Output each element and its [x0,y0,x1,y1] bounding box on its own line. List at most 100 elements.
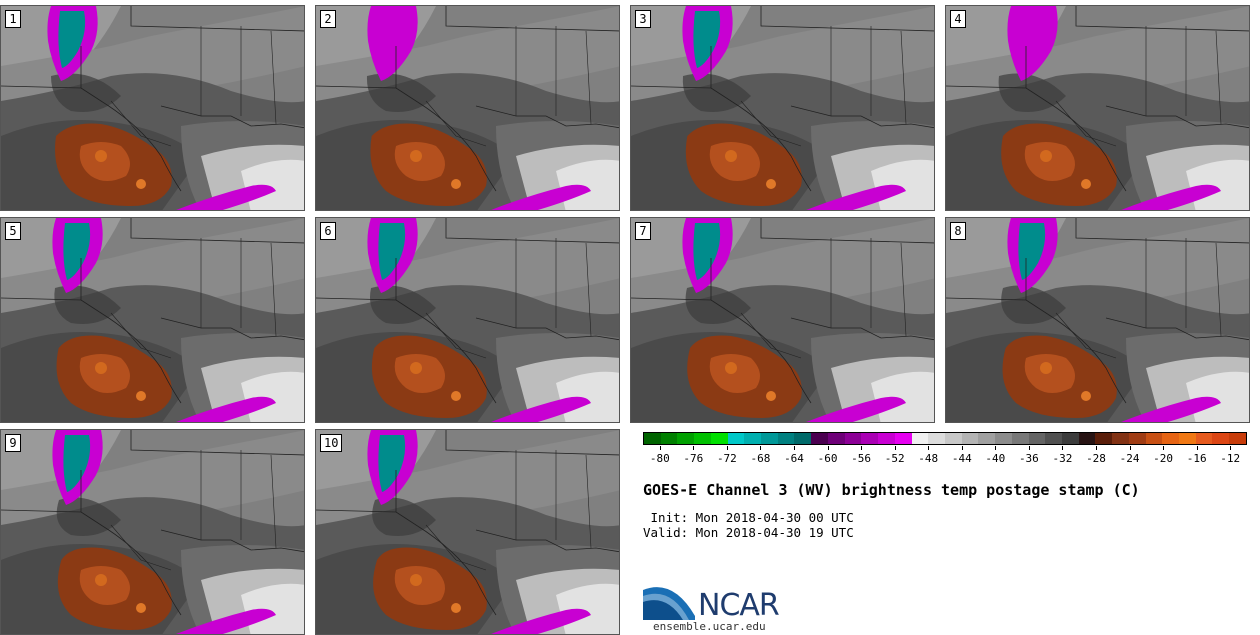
colorbar-swatch [928,433,945,444]
colorbar-swatch [878,433,895,444]
colorbar-swatch [1011,433,1029,444]
colorbar-swatch [727,433,745,444]
colorbar-swatch [894,433,912,444]
colorbar [643,432,1247,445]
panel-number: 4 [950,10,966,28]
colorbar-tick-mark [1129,446,1131,450]
colorbar-tick-label: -28 [1086,452,1106,465]
map-panel: 4 [945,5,1250,211]
colorbar-swatch [710,433,728,444]
colorbar-tick-label: -40 [985,452,1006,465]
colorbar-tick-mark [693,446,695,450]
colorbar-swatch [777,433,795,444]
panel-number: 3 [635,10,651,28]
colorbar-swatch [1028,433,1046,444]
panel-number: 8 [950,222,966,240]
colorbar-swatch [1145,433,1163,444]
colorbar-tick-label: -44 [951,452,972,465]
colorbar-swatch [660,433,678,444]
colorbar-swatch [944,433,962,444]
panel-number: 2 [320,10,336,28]
map-panel: 9 [0,429,305,635]
wv-map [946,218,1249,422]
colorbar-tick-label: -24 [1119,452,1140,465]
wv-map [316,430,619,634]
map-panel: 3 [630,5,935,211]
colorbar-swatch [1179,433,1196,444]
map-panel: 1 [0,5,305,211]
colorbar-swatch [761,433,778,444]
panel-number: 7 [635,222,651,240]
panel-number: 9 [5,434,21,452]
colorbar-swatch [1162,433,1179,444]
colorbar-tick-mark [1096,446,1097,450]
colorbar-swatch [995,433,1012,444]
colorbar-tick-mark [961,446,963,450]
colorbar-tick-label: -12 [1220,452,1241,465]
colorbar-tick-label: -16 [1186,452,1207,465]
colorbar-swatch [844,433,862,444]
colorbar-swatch [1195,433,1213,444]
panel-number: 5 [5,222,21,240]
colorbar-tick-mark [794,446,795,450]
colorbar-swatch [1078,433,1096,444]
colorbar-tick-mark [1196,446,1198,450]
colorbar-swatch [1045,433,1062,444]
colorbar-tick-label: -48 [918,452,939,465]
map-panel: 6 [315,217,620,423]
colorbar-tick-mark [894,446,896,450]
colorbar-tick-label: -68 [750,452,771,465]
colorbar-swatch [644,433,661,444]
ncar-logo-icon [643,587,695,620]
colorbar-tick-mark [827,446,829,450]
colorbar-tick-mark [995,446,997,450]
colorbar-swatch [811,433,828,444]
panel-number: 6 [320,222,336,240]
wv-map [631,6,934,210]
wv-map [1,430,304,634]
logo-url: ensemble.ucar.edu [653,620,766,633]
wv-map [1,218,304,422]
colorbar-tick-label: -32 [1052,452,1073,465]
wv-map [631,218,934,422]
colorbar-tick-mark [1163,446,1165,450]
valid-time: Valid: Mon 2018-04-30 19 UTC [643,525,854,540]
map-panel: 5 [0,217,305,423]
page-title: GOES-E Channel 3 (WV) brightness temp po… [643,481,1140,499]
colorbar-tick-mark [1062,446,1064,450]
colorbar-swatch [1229,433,1246,444]
colorbar-tick-label: -20 [1153,452,1174,465]
colorbar-tick-label: -36 [1018,452,1039,465]
colorbar-tick-label: -52 [884,452,905,465]
colorbar-swatch [794,433,812,444]
colorbar-swatch [911,433,929,444]
colorbar-swatch [744,433,762,444]
colorbar-tick-label: -56 [851,452,872,465]
colorbar-tick-label: -72 [716,452,737,465]
colorbar-swatch [1128,433,1146,444]
wv-map [946,6,1249,210]
colorbar-tick-label: -80 [649,452,670,465]
colorbar-swatch [1095,433,1113,444]
map-panel: 10 [315,429,620,635]
map-panel: 8 [945,217,1250,423]
colorbar-swatch [694,433,711,444]
colorbar-swatch [1112,433,1129,444]
colorbar-swatch [827,433,845,444]
colorbar-swatch [961,433,979,444]
colorbar-swatch [677,433,695,444]
init-time: Init: Mon 2018-04-30 00 UTC [643,510,854,525]
panel-number: 10 [320,434,343,452]
colorbar-tick-label: -76 [683,452,704,465]
colorbar-tick-mark [861,446,863,450]
panel-number: 1 [5,10,21,28]
colorbar-tick-mark [659,446,661,450]
logo-text: NCAR [698,588,780,623]
colorbar-tick-mark [1028,446,1030,450]
colorbar-tick-mark [1230,446,1232,450]
colorbar-swatch [1212,433,1230,444]
wv-map [316,218,619,422]
colorbar-ticks: -80 -76 -72 -68 -64 -60 -56 -52 -48 -44 -40 -36 -32-… [643,446,1247,476]
colorbar-tick-label: -64 [784,452,804,465]
colorbar-swatch [861,433,879,444]
